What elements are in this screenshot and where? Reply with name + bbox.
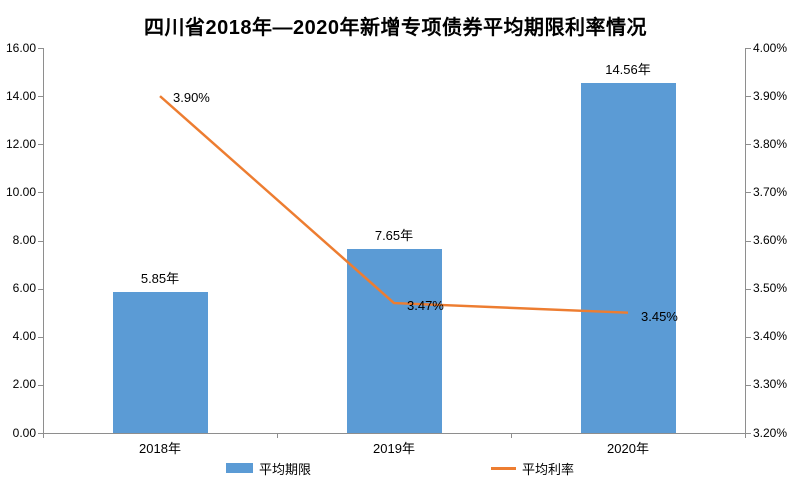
left-axis-tick	[38, 192, 43, 194]
right-axis-tick-label: 4.00%	[753, 40, 788, 55]
category-label-2018年: 2018年	[139, 441, 181, 456]
left-axis-tick	[38, 144, 43, 146]
left-axis-tick	[38, 336, 43, 338]
x-axis-tick	[277, 433, 278, 438]
left-axis-tick-label: 16.00	[5, 40, 36, 55]
right-axis-tick-label: 3.30%	[753, 377, 788, 392]
right-axis-tick-label: 3.50%	[753, 281, 788, 296]
right-axis-tick-label: 3.40%	[753, 329, 788, 344]
left-axis-tick	[38, 384, 43, 386]
bar-2020年	[580, 82, 676, 433]
x-axis-line	[43, 433, 746, 434]
x-axis-tick	[511, 433, 512, 438]
bar-2019年	[346, 248, 442, 433]
right-axis-tick	[746, 96, 751, 98]
x-axis-tick	[43, 433, 44, 438]
chart-title: 四川省2018年—2020年新增专项债券平均期限利率情况	[144, 17, 647, 39]
line-value-label: 3.90%	[173, 89, 210, 105]
right-axis-tick-label: 3.20%	[753, 425, 788, 440]
left-axis-tick-label: 0.00	[12, 425, 36, 440]
bar-2018年	[112, 292, 208, 433]
left-axis-tick-label: 6.00	[12, 281, 36, 296]
left-axis-tick-label: 14.00	[5, 88, 36, 103]
left-axis-tick	[38, 96, 43, 98]
right-axis-tick-label: 3.90%	[753, 88, 788, 103]
right-axis-line	[745, 48, 746, 433]
legend-bar-swatch-icon	[226, 463, 253, 473]
left-axis-tick	[38, 240, 43, 242]
bar-value-label: 7.65年	[374, 227, 414, 243]
right-axis-tick	[746, 48, 751, 49]
right-axis-tick-label: 3.60%	[753, 233, 788, 247]
line-value-label: 3.47%	[407, 297, 444, 313]
right-axis-tick	[746, 240, 751, 242]
left-axis-tick	[38, 48, 43, 49]
right-axis-tick	[746, 144, 751, 146]
legend-label-avg-rate: 平均利率	[522, 461, 575, 477]
legend-item-avg-rate: 平均利率	[491, 460, 575, 477]
left-axis-tick-label: 8.00	[12, 233, 36, 247]
line-value-label: 3.45%	[641, 309, 678, 325]
right-axis-tick	[746, 384, 751, 386]
rate-line-layer	[159, 95, 629, 314]
left-axis-tick-label: 12.00	[5, 136, 36, 151]
x-axis-tick	[745, 433, 746, 438]
legend-line-swatch-icon	[491, 466, 516, 470]
category-label-2020年: 2020年	[607, 441, 649, 456]
right-axis-tick	[746, 433, 751, 434]
right-axis-tick	[746, 192, 751, 194]
right-axis-tick-label: 3.80%	[753, 136, 788, 151]
left-axis-tick-label: 10.00	[5, 184, 36, 199]
rate-line	[159, 95, 629, 314]
right-axis-tick-label: 3.70%	[753, 184, 788, 199]
category-label-2019年: 2019年	[373, 441, 415, 456]
right-axis-tick	[746, 288, 751, 290]
legend-item-avg-term: 平均期限	[226, 460, 312, 477]
legend-label-avg-term: 平均期限	[259, 461, 312, 477]
left-axis-tick	[38, 433, 43, 434]
plot-area: 0.00 3.20% 2.00 3.30% 4.00 3.40% 6.00 3.50% 8.00…	[6, 41, 787, 457]
left-axis-line	[43, 48, 44, 433]
right-axis-tick	[746, 336, 751, 338]
bar-value-label: 5.85年	[140, 271, 180, 287]
left-axis-tick-label: 4.00	[12, 329, 36, 344]
bar-value-label: 14.56年	[605, 61, 651, 77]
left-axis-tick-label: 2.00	[12, 377, 36, 392]
left-axis-tick	[38, 288, 43, 290]
